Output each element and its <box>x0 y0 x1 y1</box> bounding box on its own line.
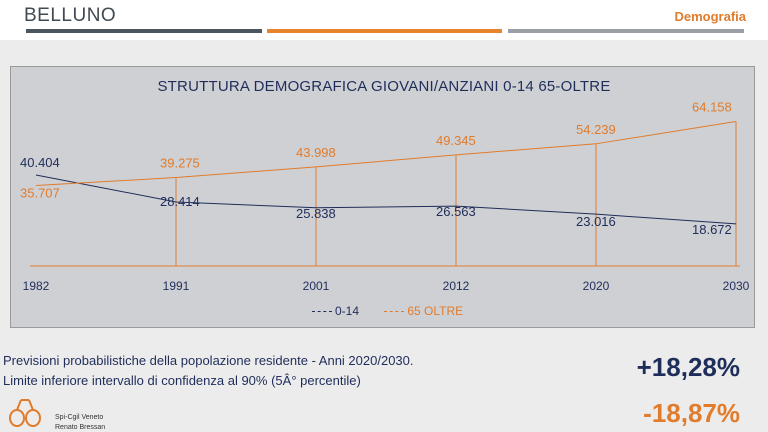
x-tick-label: 1982 <box>23 279 50 293</box>
data-label-65-oltre: 35.707 <box>20 186 60 201</box>
legend-item-65-oltre: 65 OLTRE <box>384 304 463 318</box>
data-label-0-14: 25.838 <box>296 206 336 221</box>
data-label-0-14: 23.016 <box>576 214 616 229</box>
x-tick-label: 2001 <box>303 279 330 293</box>
data-label-65-oltre: 39.275 <box>160 156 200 171</box>
header-divider-dark <box>26 29 262 33</box>
percent-increase: +18,28% <box>636 352 740 382</box>
percent-decrease: -18,87% <box>643 398 740 428</box>
chart-legend: 0-14 65 OLTRE <box>312 304 485 318</box>
legend-label-65-oltre: 65 OLTRE <box>407 304 464 318</box>
x-tick-label: 2020 <box>583 279 610 293</box>
x-tick-label: 1991 <box>163 279 190 293</box>
section-label: Demografia <box>674 9 746 24</box>
data-label-65-oltre: 43.998 <box>296 145 336 160</box>
x-tick-label: 2012 <box>443 279 470 293</box>
forecast-note: Previsioni probabilistiche della popolaz… <box>3 353 414 368</box>
data-label-0-14: 28.414 <box>160 194 200 209</box>
legend-swatch-65-oltre <box>384 311 405 313</box>
data-label-0-14: 40.404 <box>20 155 60 170</box>
region-title: BELLUNO <box>24 5 117 26</box>
legend-item-0-14: 0-14 <box>312 304 359 318</box>
data-label-65-oltre: 54.239 <box>576 122 616 137</box>
chart-title: STRUTTURA DEMOGRAFICA GIOVANI/ANZIANI 0-… <box>157 78 611 95</box>
legend-label-0-14: 0-14 <box>335 304 360 318</box>
legend-swatch-0-14 <box>312 311 332 313</box>
logo-author-name: Renato Bressan <box>55 424 106 431</box>
header-divider-orange <box>267 29 502 33</box>
x-tick-label: 2030 <box>723 279 750 293</box>
header-bar: BELLUNO Demografia <box>0 0 768 40</box>
series-line-1 <box>35 120 737 187</box>
chart-panel <box>10 66 755 328</box>
spi-cgil-logo-icon <box>9 399 41 427</box>
header-divider-grey <box>508 29 744 33</box>
data-label-65-oltre: 64.158 <box>692 99 732 114</box>
data-label-65-oltre: 49.345 <box>436 133 476 148</box>
data-label-0-14: 18.672 <box>692 222 732 237</box>
confidence-note: Limite inferiore intervallo di confidenz… <box>3 373 361 388</box>
series-line-0 <box>35 174 737 225</box>
logo-org-name: Spi-Cgil Veneto <box>55 414 104 421</box>
data-label-0-14: 26.563 <box>436 204 476 219</box>
